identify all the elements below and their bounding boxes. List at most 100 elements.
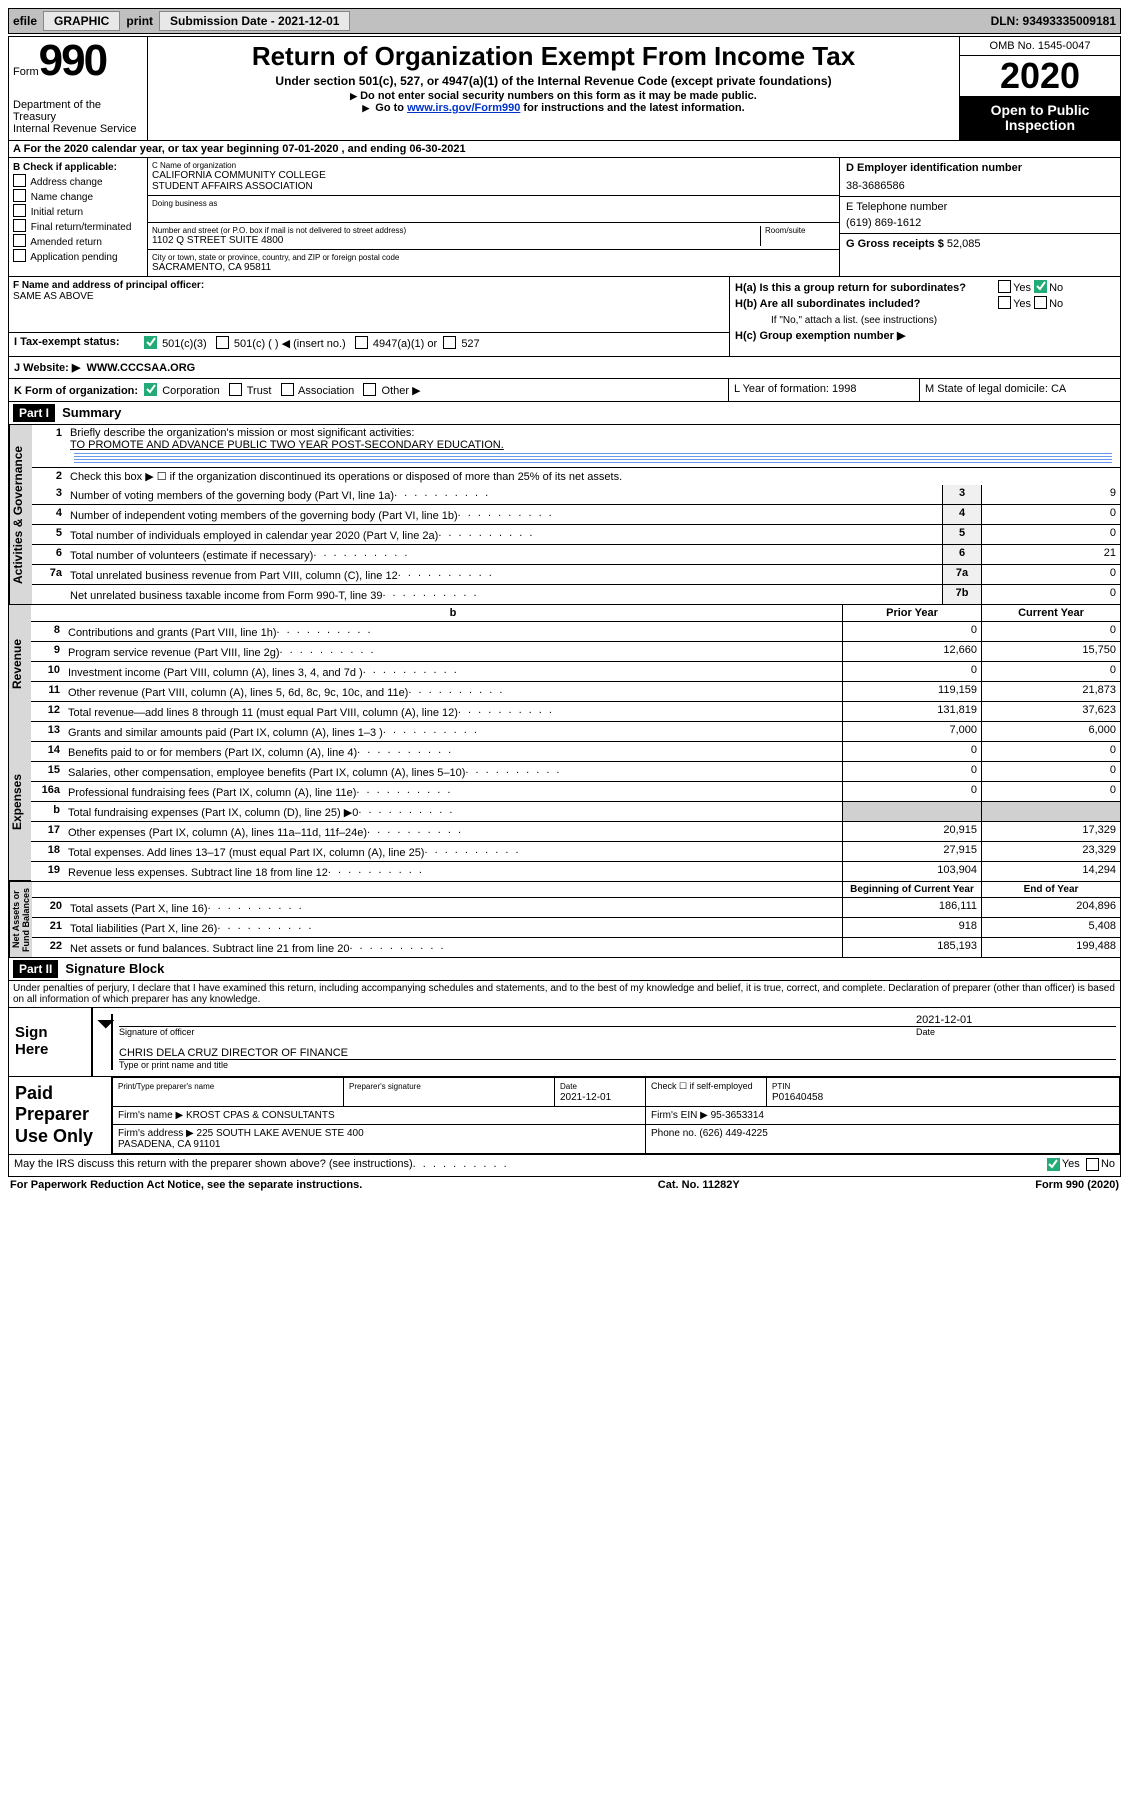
- netassets-table: Beginning of Current Year End of Year 20…: [32, 882, 1120, 957]
- line-5-val: 0: [982, 524, 1121, 544]
- officer-name: CHRIS DELA CRUZ DIRECTOR OF FINANCE: [119, 1047, 1116, 1060]
- re-13-num: 13: [30, 721, 64, 741]
- chk-trust[interactable]: [229, 383, 242, 396]
- chk-initial-return[interactable]: [13, 204, 26, 217]
- re-17-num: 17: [30, 821, 64, 841]
- hdr-prior: Prior Year: [843, 605, 982, 622]
- discuss-question: May the IRS discuss this return with the…: [14, 1158, 413, 1173]
- officer-label: F Name and address of principal officer:: [13, 280, 725, 291]
- na-22-beg: 185,193: [843, 937, 982, 957]
- chk-final-return[interactable]: [13, 219, 26, 232]
- form-number: 990: [39, 36, 106, 85]
- re-9-curr: 15,750: [982, 641, 1121, 661]
- submission-date-button[interactable]: Submission Date - 2021-12-01: [159, 11, 350, 31]
- chk-ha-yes[interactable]: [998, 280, 1011, 293]
- part1-title: Summary: [62, 405, 121, 420]
- vtab-revenue: Revenue: [9, 605, 31, 723]
- chk-ha-no[interactable]: [1034, 280, 1047, 293]
- sig-date-label: Date: [916, 1027, 1116, 1037]
- chk-app-pending[interactable]: [13, 249, 26, 262]
- vtab-netassets: Net Assets or Fund Balances: [9, 882, 32, 957]
- lbl-527: 527: [461, 338, 479, 350]
- chk-501c[interactable]: [216, 336, 229, 349]
- chk-hb-yes[interactable]: [998, 296, 1011, 309]
- chk-amended[interactable]: [13, 234, 26, 247]
- discuss-yes: Yes: [1062, 1158, 1080, 1173]
- part1-header: Part I Summary: [8, 402, 1121, 425]
- lbl-501c: 501(c) ( ) ◀ (insert no.): [234, 338, 346, 350]
- print-label[interactable]: print: [126, 14, 153, 28]
- lbl-no2: No: [1049, 298, 1063, 310]
- chk-discuss-no[interactable]: [1086, 1158, 1099, 1171]
- re-16a-curr: 0: [982, 781, 1121, 801]
- box-b-header: B Check if applicable:: [13, 161, 143, 174]
- vtab-expenses: Expenses: [9, 723, 31, 881]
- line-7a-val: 0: [982, 564, 1121, 584]
- chk-other[interactable]: [363, 383, 376, 396]
- part1-badge: Part I: [13, 404, 55, 422]
- chk-name-change[interactable]: [13, 189, 26, 202]
- box-c: C Name of organization CALIFORNIA COMMUN…: [148, 158, 840, 276]
- form-word: Form: [13, 66, 39, 78]
- footer-right: Form 990 (2020): [1035, 1179, 1119, 1191]
- lbl-address-change: Address change: [30, 177, 102, 188]
- open-inspection: Open to Public Inspection: [960, 97, 1120, 140]
- preparer-block: Paid Preparer Use Only Print/Type prepar…: [8, 1077, 1121, 1155]
- re-10-desc: Investment income (Part VIII, column (A)…: [64, 661, 843, 681]
- officer-value: SAME AS ABOVE: [13, 291, 725, 302]
- chk-discuss-yes[interactable]: [1047, 1158, 1060, 1171]
- re-11-num: 11: [30, 681, 64, 701]
- form990-link[interactable]: www.irs.gov/Form990: [407, 102, 520, 114]
- phone-label: E Telephone number: [846, 201, 1114, 213]
- part2-title: Signature Block: [65, 961, 164, 976]
- re-19-desc: Revenue less expenses. Subtract line 18 …: [64, 861, 843, 881]
- efile-label: efile: [13, 14, 37, 28]
- chk-corp[interactable]: [144, 383, 157, 396]
- hc-label: H(c) Group exemption number ▶: [735, 330, 905, 342]
- lbl-app-pending: Application pending: [30, 252, 117, 263]
- line-3-val: 9: [982, 485, 1121, 505]
- pp-date-val: 2021-12-01: [560, 1092, 611, 1103]
- footer: For Paperwork Reduction Act Notice, see …: [8, 1177, 1121, 1191]
- line-7b-val: 0: [982, 584, 1121, 604]
- line-4-box: 4: [943, 504, 982, 524]
- line-5-num: 5: [32, 524, 66, 544]
- re-18-curr: 23,329: [982, 841, 1121, 861]
- omb-number: OMB No. 1545-0047: [960, 37, 1120, 56]
- re-17-desc: Other expenses (Part IX, column (A), lin…: [64, 821, 843, 841]
- chk-4947[interactable]: [355, 336, 368, 349]
- line-6-val: 21: [982, 544, 1121, 564]
- footer-mid: Cat. No. 11282Y: [658, 1179, 740, 1191]
- ein-value: 38-3686586: [846, 180, 1114, 192]
- re-16a-desc: Professional fundraising fees (Part IX, …: [64, 781, 843, 801]
- chk-527[interactable]: [443, 336, 456, 349]
- form-header: Form990 Department of the Treasury Inter…: [8, 36, 1121, 141]
- row-fh: F Name and address of principal officer:…: [8, 277, 1121, 357]
- line-6-box: 6: [943, 544, 982, 564]
- row-a-tax-year: A For the 2020 calendar year, or tax yea…: [8, 141, 1121, 158]
- hdr-begin: Beginning of Current Year: [843, 882, 982, 898]
- chk-501c3[interactable]: [144, 336, 157, 349]
- lbl-yes: Yes: [1013, 282, 1031, 294]
- preparer-left: Paid Preparer Use Only: [9, 1077, 112, 1154]
- na-22-end: 199,488: [982, 937, 1121, 957]
- na-20-end: 204,896: [982, 897, 1121, 917]
- year-formation: L Year of formation: 1998: [728, 379, 919, 401]
- sign-here-label: Sign Here: [9, 1008, 93, 1076]
- line-3-num: 3: [32, 485, 66, 505]
- firm-phone-lbl: Phone no.: [651, 1128, 697, 1139]
- re-15-num: 15: [30, 761, 64, 781]
- header-grid: B Check if applicable: Address change Na…: [8, 158, 1121, 277]
- chk-assoc[interactable]: [281, 383, 294, 396]
- re-8-num: 8: [30, 621, 64, 641]
- re-9-prior: 12,660: [843, 641, 982, 661]
- tax-year: 2020: [960, 56, 1120, 97]
- firm-phone-val: (626) 449-4225: [699, 1128, 767, 1139]
- na-21-num: 21: [32, 917, 66, 937]
- pp-self-lbl: Check ☐ if self-employed: [651, 1081, 753, 1091]
- sign-block: Sign Here 2021-12-01 Signature of office…: [8, 1008, 1121, 1077]
- chk-address-change[interactable]: [13, 174, 26, 187]
- graphic-button[interactable]: GRAPHIC: [43, 11, 120, 31]
- website-label: J Website: ▶: [14, 362, 80, 374]
- chk-hb-no[interactable]: [1034, 296, 1047, 309]
